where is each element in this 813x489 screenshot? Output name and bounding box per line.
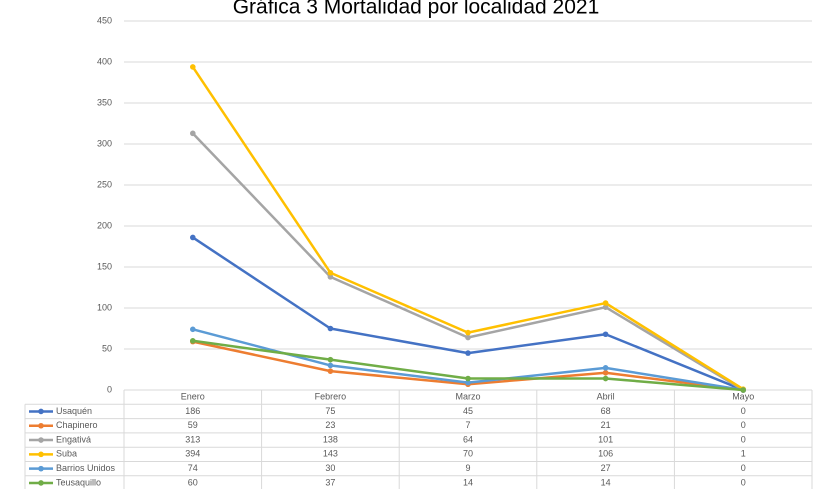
data-point [190,130,196,137]
table-value: 9 [465,463,470,473]
data-point [602,369,609,376]
legend-label: Chapinero [56,420,98,430]
data-point [327,269,334,276]
legend-label: Barrios Unidos [56,463,116,473]
legend-marker [38,437,44,443]
table-value: 64 [463,434,473,444]
table-value: 138 [323,434,338,444]
data-point [602,300,609,306]
legend-marker [38,422,44,429]
data-point [327,274,334,280]
data-point [327,356,334,363]
table-value: 106 [598,449,613,459]
table-value: 75 [325,406,335,416]
table-value: 0 [741,420,746,430]
x-tick-label: Febrero [315,392,347,402]
data-point [465,350,471,356]
table-value: 394 [185,449,200,459]
legend-label: Suba [56,449,77,459]
table-value: 7 [465,420,470,430]
data-point [327,362,334,369]
data-point [190,234,196,241]
legend-label: Teusaquillo [56,477,101,487]
table-value: 45 [463,406,473,416]
table-value: 30 [325,463,335,473]
data-point [740,387,746,393]
data-point [327,368,334,374]
y-tick-label: 200 [97,220,112,230]
data-point [602,304,609,310]
y-tick-label: 400 [97,56,112,66]
y-tick-label: 450 [97,15,112,25]
table-value: 143 [323,449,338,459]
data-point [190,64,196,70]
chart-title: Gráfica 3 Mortalidad por localidad 2021 [233,0,600,19]
data-point [602,375,609,382]
table-value: 0 [741,477,746,487]
table-value: 60 [188,477,198,487]
x-tick-label: Abril [597,392,615,402]
table-value: 59 [188,420,198,430]
data-point [465,379,471,386]
data-point [602,331,609,338]
data-point [465,329,471,336]
data-point [602,365,609,371]
table-value: 74 [188,463,198,473]
table-value: 21 [601,420,611,430]
y-tick-label: 150 [97,261,112,271]
table-value: 0 [741,406,746,416]
table-value: 313 [185,434,200,444]
x-tick-label: Marzo [455,392,480,402]
table-value: 101 [598,434,613,444]
table-value: 68 [601,406,611,416]
table-value: 14 [463,477,473,487]
y-tick-label: 300 [97,138,112,148]
data-point [465,334,471,341]
data-point [190,338,196,344]
legend-marker [38,451,44,458]
legend-marker [38,465,44,472]
table-value: 1 [741,449,746,459]
data-point [465,375,471,382]
table-value: 70 [463,449,473,459]
x-tick-label: Enero [181,392,205,402]
table-value: 23 [325,420,335,430]
legend-label: Usaquén [56,406,92,416]
y-tick-label: 50 [102,343,112,353]
legend-marker [38,408,44,415]
table-value: 27 [601,463,611,473]
table-value: 186 [185,406,200,416]
y-tick-label: 250 [97,179,112,189]
legend-marker [38,480,44,486]
data-point [327,325,334,332]
y-tick-label: 0 [107,384,112,394]
legend-label: Engativá [56,434,91,444]
table-value: 0 [741,434,746,444]
y-tick-label: 350 [97,97,112,107]
table-value: 37 [325,477,335,487]
table-value: 14 [601,477,611,487]
y-tick-label: 100 [97,302,112,312]
table-value: 0 [741,463,746,473]
data-point [190,326,196,333]
x-tick-label: Mayo [732,392,754,402]
